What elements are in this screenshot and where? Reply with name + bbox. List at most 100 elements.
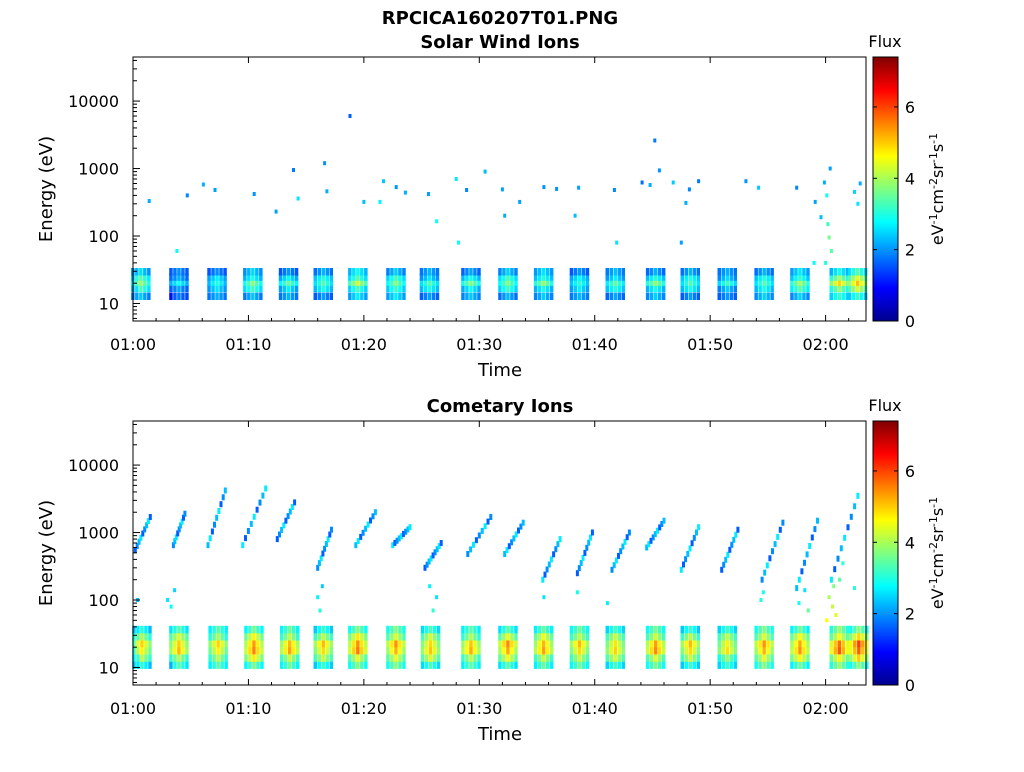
flux-cell	[545, 646, 550, 655]
colorbar-ticks: 0 2 4 6	[873, 462, 915, 695]
flux-cell	[177, 284, 181, 293]
flux-cell	[549, 639, 554, 648]
flux-cell	[469, 278, 473, 286]
flux-cell	[837, 633, 841, 641]
flux-cell	[545, 633, 550, 641]
flux-cell	[169, 661, 173, 669]
flux-cell	[725, 268, 729, 276]
flux-point	[555, 186, 559, 191]
flux-cell	[348, 639, 352, 648]
flux-cell	[725, 654, 729, 662]
flux-cell	[829, 661, 833, 669]
flux-cell	[325, 625, 329, 634]
flux-cell	[290, 284, 295, 293]
flux-cell	[148, 646, 152, 655]
flux-cell	[754, 278, 758, 286]
flux-cell	[136, 654, 140, 662]
flux-point	[428, 584, 432, 589]
flux-cell	[725, 625, 729, 634]
flux-cell	[533, 654, 538, 662]
flux-cell	[688, 278, 692, 286]
flux-cell	[394, 278, 398, 286]
flux-cell	[581, 268, 586, 276]
flux-cell	[364, 284, 368, 293]
flux-streak-cell	[423, 564, 427, 571]
flux-cell	[605, 284, 609, 293]
colorbar-tick-label: 4	[905, 533, 915, 552]
flux-cell	[537, 268, 542, 276]
flux-cell	[212, 639, 216, 648]
flux-cell	[733, 278, 737, 286]
flux-cell	[224, 654, 228, 662]
flux-cell	[313, 633, 317, 641]
flux-cell	[758, 273, 762, 281]
flux-cell	[802, 278, 806, 286]
flux-cell	[364, 661, 368, 669]
flux-cell	[423, 284, 428, 293]
flux-cell	[356, 273, 360, 281]
flux-cell	[729, 268, 733, 276]
flux-cell	[510, 639, 514, 648]
flux-streak-cell	[182, 514, 185, 521]
flux-point	[853, 586, 856, 591]
flux-cell	[851, 268, 856, 276]
flux-point	[201, 182, 205, 187]
flux-cell	[255, 284, 259, 293]
flux-streak-cell	[545, 566, 549, 573]
flux-cell	[219, 278, 223, 286]
flux-streak-cell	[732, 536, 736, 543]
flux-streak-cell	[612, 562, 616, 569]
flux-cell	[754, 639, 758, 648]
flux-cell	[465, 654, 469, 662]
flux-cell	[766, 292, 770, 300]
colorbar-tick-label: 2	[905, 241, 915, 260]
flux-cell	[696, 654, 700, 662]
flux-cell	[461, 639, 465, 648]
flux-cell	[294, 292, 299, 300]
flux-cell	[688, 284, 692, 293]
flux-streak-cell	[505, 547, 509, 554]
flux-cell	[841, 273, 845, 281]
flux-cell	[292, 661, 296, 669]
flux-cell	[284, 646, 288, 655]
flux-point	[185, 193, 189, 198]
flux-cell	[798, 639, 802, 648]
flux-streak-cell	[797, 576, 801, 583]
flux-cell	[541, 661, 546, 669]
flux-cell	[661, 661, 666, 669]
flux-cell	[325, 273, 329, 281]
y-axis-label: Energy (eV)	[36, 500, 57, 606]
flux-cell	[147, 292, 151, 300]
flux-cell	[502, 292, 506, 300]
flux-cell	[502, 633, 506, 641]
flux-cell	[585, 625, 590, 634]
flux-cell	[585, 646, 590, 655]
flux-cell	[364, 292, 368, 300]
flux-cell	[348, 661, 352, 669]
flux-cell	[317, 278, 321, 286]
flux-cell	[829, 639, 833, 648]
flux-cell	[617, 273, 621, 281]
flux-cell	[402, 654, 406, 662]
flux-cell	[855, 268, 860, 276]
flux-cell	[806, 639, 810, 648]
flux-streak-cell	[682, 561, 685, 568]
flux-cell	[296, 646, 300, 655]
flux-cell	[477, 292, 481, 300]
flux-cell	[313, 661, 317, 669]
flux-cell	[585, 639, 590, 648]
flux-cell	[181, 646, 185, 655]
flux-cell	[212, 654, 216, 662]
flux-cell	[398, 292, 402, 300]
flux-cell	[473, 633, 477, 641]
flux-cell	[853, 661, 857, 669]
colorbar-tick-label: 6	[905, 462, 915, 481]
plot-frame	[132, 420, 867, 686]
flux-cell	[798, 646, 802, 655]
flux-streak-cell	[816, 517, 819, 524]
flux-streak-cell	[246, 528, 250, 534]
flux-cell	[282, 278, 287, 286]
flux-cell	[461, 625, 465, 634]
flux-cell	[185, 278, 189, 286]
flux-cell	[431, 268, 436, 276]
